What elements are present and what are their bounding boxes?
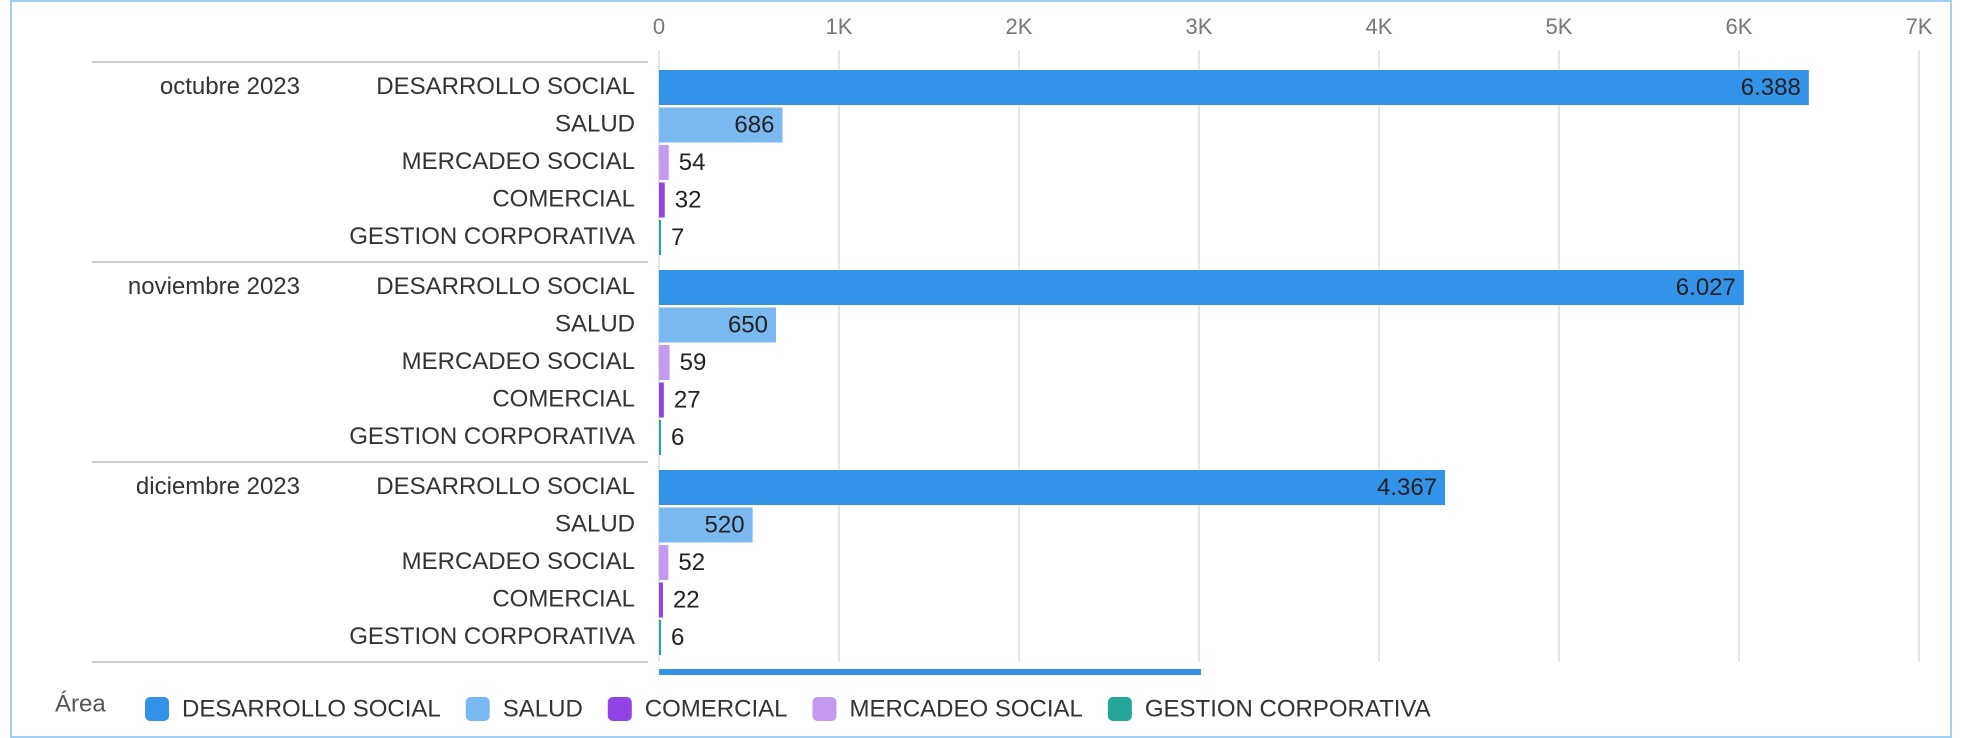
- row-label: SALUD: [555, 510, 635, 537]
- value-label: 6.027: [1676, 274, 1736, 301]
- bar: [659, 270, 1744, 305]
- legend-label: DESARROLLO SOCIAL: [182, 695, 441, 722]
- value-label: 54: [679, 149, 706, 176]
- bar: [659, 420, 661, 455]
- x-tick-label: 1K: [826, 14, 853, 39]
- legend-swatch: [812, 697, 837, 721]
- bar: [659, 545, 669, 580]
- row-label: MERCADEO SOCIAL: [402, 148, 635, 175]
- bar: [659, 382, 664, 418]
- x-tick-label: 0: [653, 14, 665, 39]
- value-label: 686: [734, 111, 774, 138]
- row-label: DESARROLLO SOCIAL: [376, 73, 635, 100]
- row-label: MERCADEO SOCIAL: [402, 348, 635, 375]
- row-label: SALUD: [555, 310, 635, 337]
- row-label: COMERCIAL: [492, 585, 635, 612]
- group-label: diciembre 2023: [136, 473, 300, 500]
- value-label: 520: [705, 511, 745, 538]
- x-tick-label: 2K: [1006, 14, 1033, 39]
- x-tick-label: 5K: [1546, 14, 1573, 39]
- value-label: 650: [728, 311, 768, 338]
- legend-label: COMERCIAL: [645, 695, 788, 722]
- legend-label: SALUD: [503, 695, 583, 722]
- bar: [659, 507, 753, 543]
- frame: [10, 0, 1952, 738]
- row-label: GESTION CORPORATIVA: [349, 223, 635, 250]
- bar: [659, 620, 661, 655]
- bar: [659, 182, 665, 218]
- bar: [659, 582, 663, 618]
- legend-swatch: [1107, 697, 1132, 721]
- group-label: octubre 2023: [160, 73, 300, 100]
- legend-label: MERCADEO SOCIAL: [849, 695, 1082, 722]
- value-label: 22: [673, 586, 700, 613]
- row-label: GESTION CORPORATIVA: [349, 423, 635, 450]
- value-label: 52: [678, 549, 705, 576]
- bar: [659, 70, 1809, 105]
- row-label: DESARROLLO SOCIAL: [376, 273, 635, 300]
- x-tick-label: 3K: [1186, 14, 1213, 39]
- x-tick-label: 6K: [1726, 14, 1753, 39]
- legend-swatch: [465, 697, 490, 721]
- value-label: 7: [671, 224, 684, 251]
- value-label: 6: [671, 424, 684, 451]
- scrollbar[interactable]: [659, 669, 1201, 675]
- legend-swatch: [145, 697, 169, 721]
- row-label: COMERCIAL: [492, 385, 635, 412]
- bar: [659, 345, 670, 380]
- value-label: 4.367: [1377, 474, 1437, 501]
- value-label: 6: [671, 624, 684, 651]
- value-label: 6.388: [1741, 74, 1801, 101]
- legend-swatch: [607, 697, 632, 721]
- bar: [659, 307, 776, 343]
- x-tick-label: 7K: [1906, 14, 1933, 39]
- x-tick-label: 4K: [1366, 14, 1393, 39]
- row-label: SALUD: [555, 110, 635, 137]
- legend-title: Área: [55, 690, 106, 717]
- value-label: 32: [675, 186, 702, 213]
- bar: [659, 470, 1446, 505]
- value-label: 27: [674, 386, 701, 413]
- row-label: MERCADEO SOCIAL: [402, 548, 635, 575]
- legend-label: GESTION CORPORATIVA: [1145, 695, 1431, 722]
- bar: [659, 107, 783, 143]
- row-label: COMERCIAL: [492, 185, 635, 212]
- bar: [659, 145, 669, 180]
- group-label: noviembre 2023: [128, 273, 300, 300]
- bar: [659, 220, 661, 255]
- value-label: 59: [680, 349, 707, 376]
- row-label: DESARROLLO SOCIAL: [376, 473, 635, 500]
- row-label: GESTION CORPORATIVA: [349, 623, 635, 650]
